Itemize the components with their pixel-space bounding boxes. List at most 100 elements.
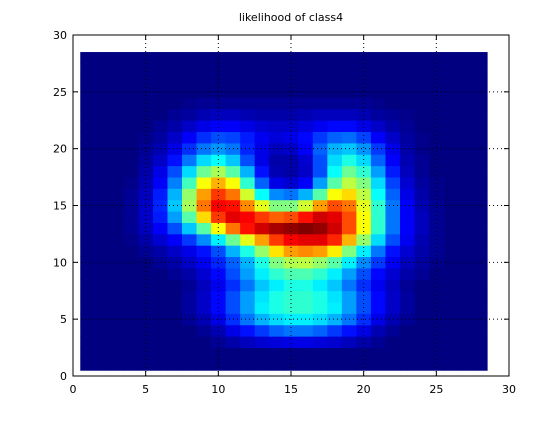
heatmap-cell: [327, 142, 343, 155]
heatmap-cell: [283, 290, 299, 303]
heatmap-cell: [327, 336, 343, 348]
heatmap-cell: [400, 245, 415, 258]
heatmap-cell: [327, 211, 343, 223]
heatmap-cell: [283, 336, 299, 348]
heatmap-cell: [152, 120, 168, 133]
heatmap-cell: [472, 154, 488, 167]
heatmap-cell: [370, 188, 386, 201]
heatmap-cell: [458, 336, 474, 348]
heatmap-cell: [182, 211, 197, 223]
heatmap-cell: [341, 211, 357, 223]
heatmap-cell: [370, 211, 386, 223]
heatmap-cell: [356, 154, 372, 167]
heatmap-cell: [196, 358, 212, 371]
heatmap-cell: [400, 188, 415, 201]
heatmap-cell: [356, 290, 372, 303]
heatmap-cell: [196, 222, 212, 235]
heatmap-cell: [211, 199, 226, 212]
y-tick-label: 15: [53, 200, 67, 213]
heatmap-cell: [400, 279, 415, 292]
heatmap-cell: [429, 108, 444, 121]
heatmap-cell: [269, 63, 285, 76]
x-tick-label: 20: [357, 383, 371, 396]
heatmap-cell: [196, 302, 212, 314]
heatmap-cell: [370, 165, 386, 178]
heatmap-cell: [152, 86, 168, 98]
heatmap-cell: [240, 131, 256, 144]
heatmap-cell: [370, 313, 386, 326]
heatmap-cell: [327, 358, 343, 371]
heatmap-cell: [312, 245, 328, 258]
x-tick-label: 5: [142, 383, 149, 396]
heatmap-cell: [225, 222, 241, 235]
heatmap-cell: [385, 154, 401, 167]
heatmap-cell: [225, 211, 241, 223]
heatmap-cell: [458, 177, 474, 189]
heatmap-cell: [240, 211, 256, 223]
heatmap-cell: [385, 131, 401, 144]
heatmap-cell: [385, 279, 401, 292]
heatmap-cell: [269, 131, 285, 144]
heatmap-cell: [109, 313, 125, 326]
heatmap-cell: [152, 279, 168, 292]
heatmap-cell: [312, 290, 328, 303]
heatmap-cell: [312, 131, 328, 144]
heatmap-cell: [443, 313, 459, 326]
heatmap-cell: [370, 177, 386, 189]
heatmap-cell: [283, 154, 299, 167]
heatmap-cell: [254, 324, 270, 337]
heatmap-cell: [269, 52, 285, 64]
heatmap-cell: [211, 279, 226, 292]
heatmap-cell: [196, 268, 212, 280]
heatmap-cell: [196, 154, 212, 167]
heatmap-cell: [138, 347, 154, 360]
heatmap-cell: [211, 256, 226, 269]
heatmap-cell: [269, 222, 285, 235]
heatmap-cell: [298, 154, 314, 167]
heatmap-cell: [225, 268, 241, 280]
heatmap-cell: [385, 188, 401, 201]
heatmap-cell: [356, 336, 372, 348]
heatmap-cell: [254, 268, 270, 280]
heatmap-cell: [385, 358, 401, 371]
heatmap-cell: [94, 233, 110, 246]
heatmap-cell: [196, 347, 212, 360]
heatmap-cell: [211, 358, 226, 371]
heatmap-cell: [225, 245, 241, 258]
heatmap-cell: [152, 302, 168, 314]
heatmap-cell: [240, 324, 256, 337]
heatmap-cell: [269, 324, 285, 337]
heatmap-cell: [269, 74, 285, 87]
heatmap-cell: [109, 154, 125, 167]
heatmap-cell: [327, 120, 343, 133]
heatmap-cell: [400, 177, 415, 189]
heatmap-cell: [240, 302, 256, 314]
x-tick-label: 10: [211, 383, 225, 396]
heatmap-cell: [94, 63, 110, 76]
heatmap-cell: [254, 233, 270, 246]
heatmap-cell: [283, 199, 299, 212]
heatmap-cell: [182, 279, 197, 292]
heatmap-cell: [123, 108, 139, 121]
heatmap-cell: [443, 302, 459, 314]
heatmap-cell: [94, 302, 110, 314]
heatmap-cell: [152, 74, 168, 87]
heatmap-cell: [341, 222, 357, 235]
heatmap-cell: [182, 165, 197, 178]
heatmap-cell: [225, 302, 241, 314]
heatmap-cell: [385, 86, 401, 98]
heatmap-cell: [138, 177, 154, 189]
heatmap-cell: [196, 256, 212, 269]
heatmap-cell: [109, 324, 125, 337]
heatmap-cell: [109, 347, 125, 360]
heatmap-cell: [385, 142, 401, 155]
heatmap-cell: [254, 177, 270, 189]
heatmap-cell: [472, 188, 488, 201]
heatmap-cell: [225, 358, 241, 371]
heatmap-cell: [356, 358, 372, 371]
heatmap-cell: [370, 302, 386, 314]
heatmap-cell: [341, 245, 357, 258]
heatmap-cell: [458, 245, 474, 258]
heatmap-cell: [94, 347, 110, 360]
heatmap-cell: [429, 211, 444, 223]
